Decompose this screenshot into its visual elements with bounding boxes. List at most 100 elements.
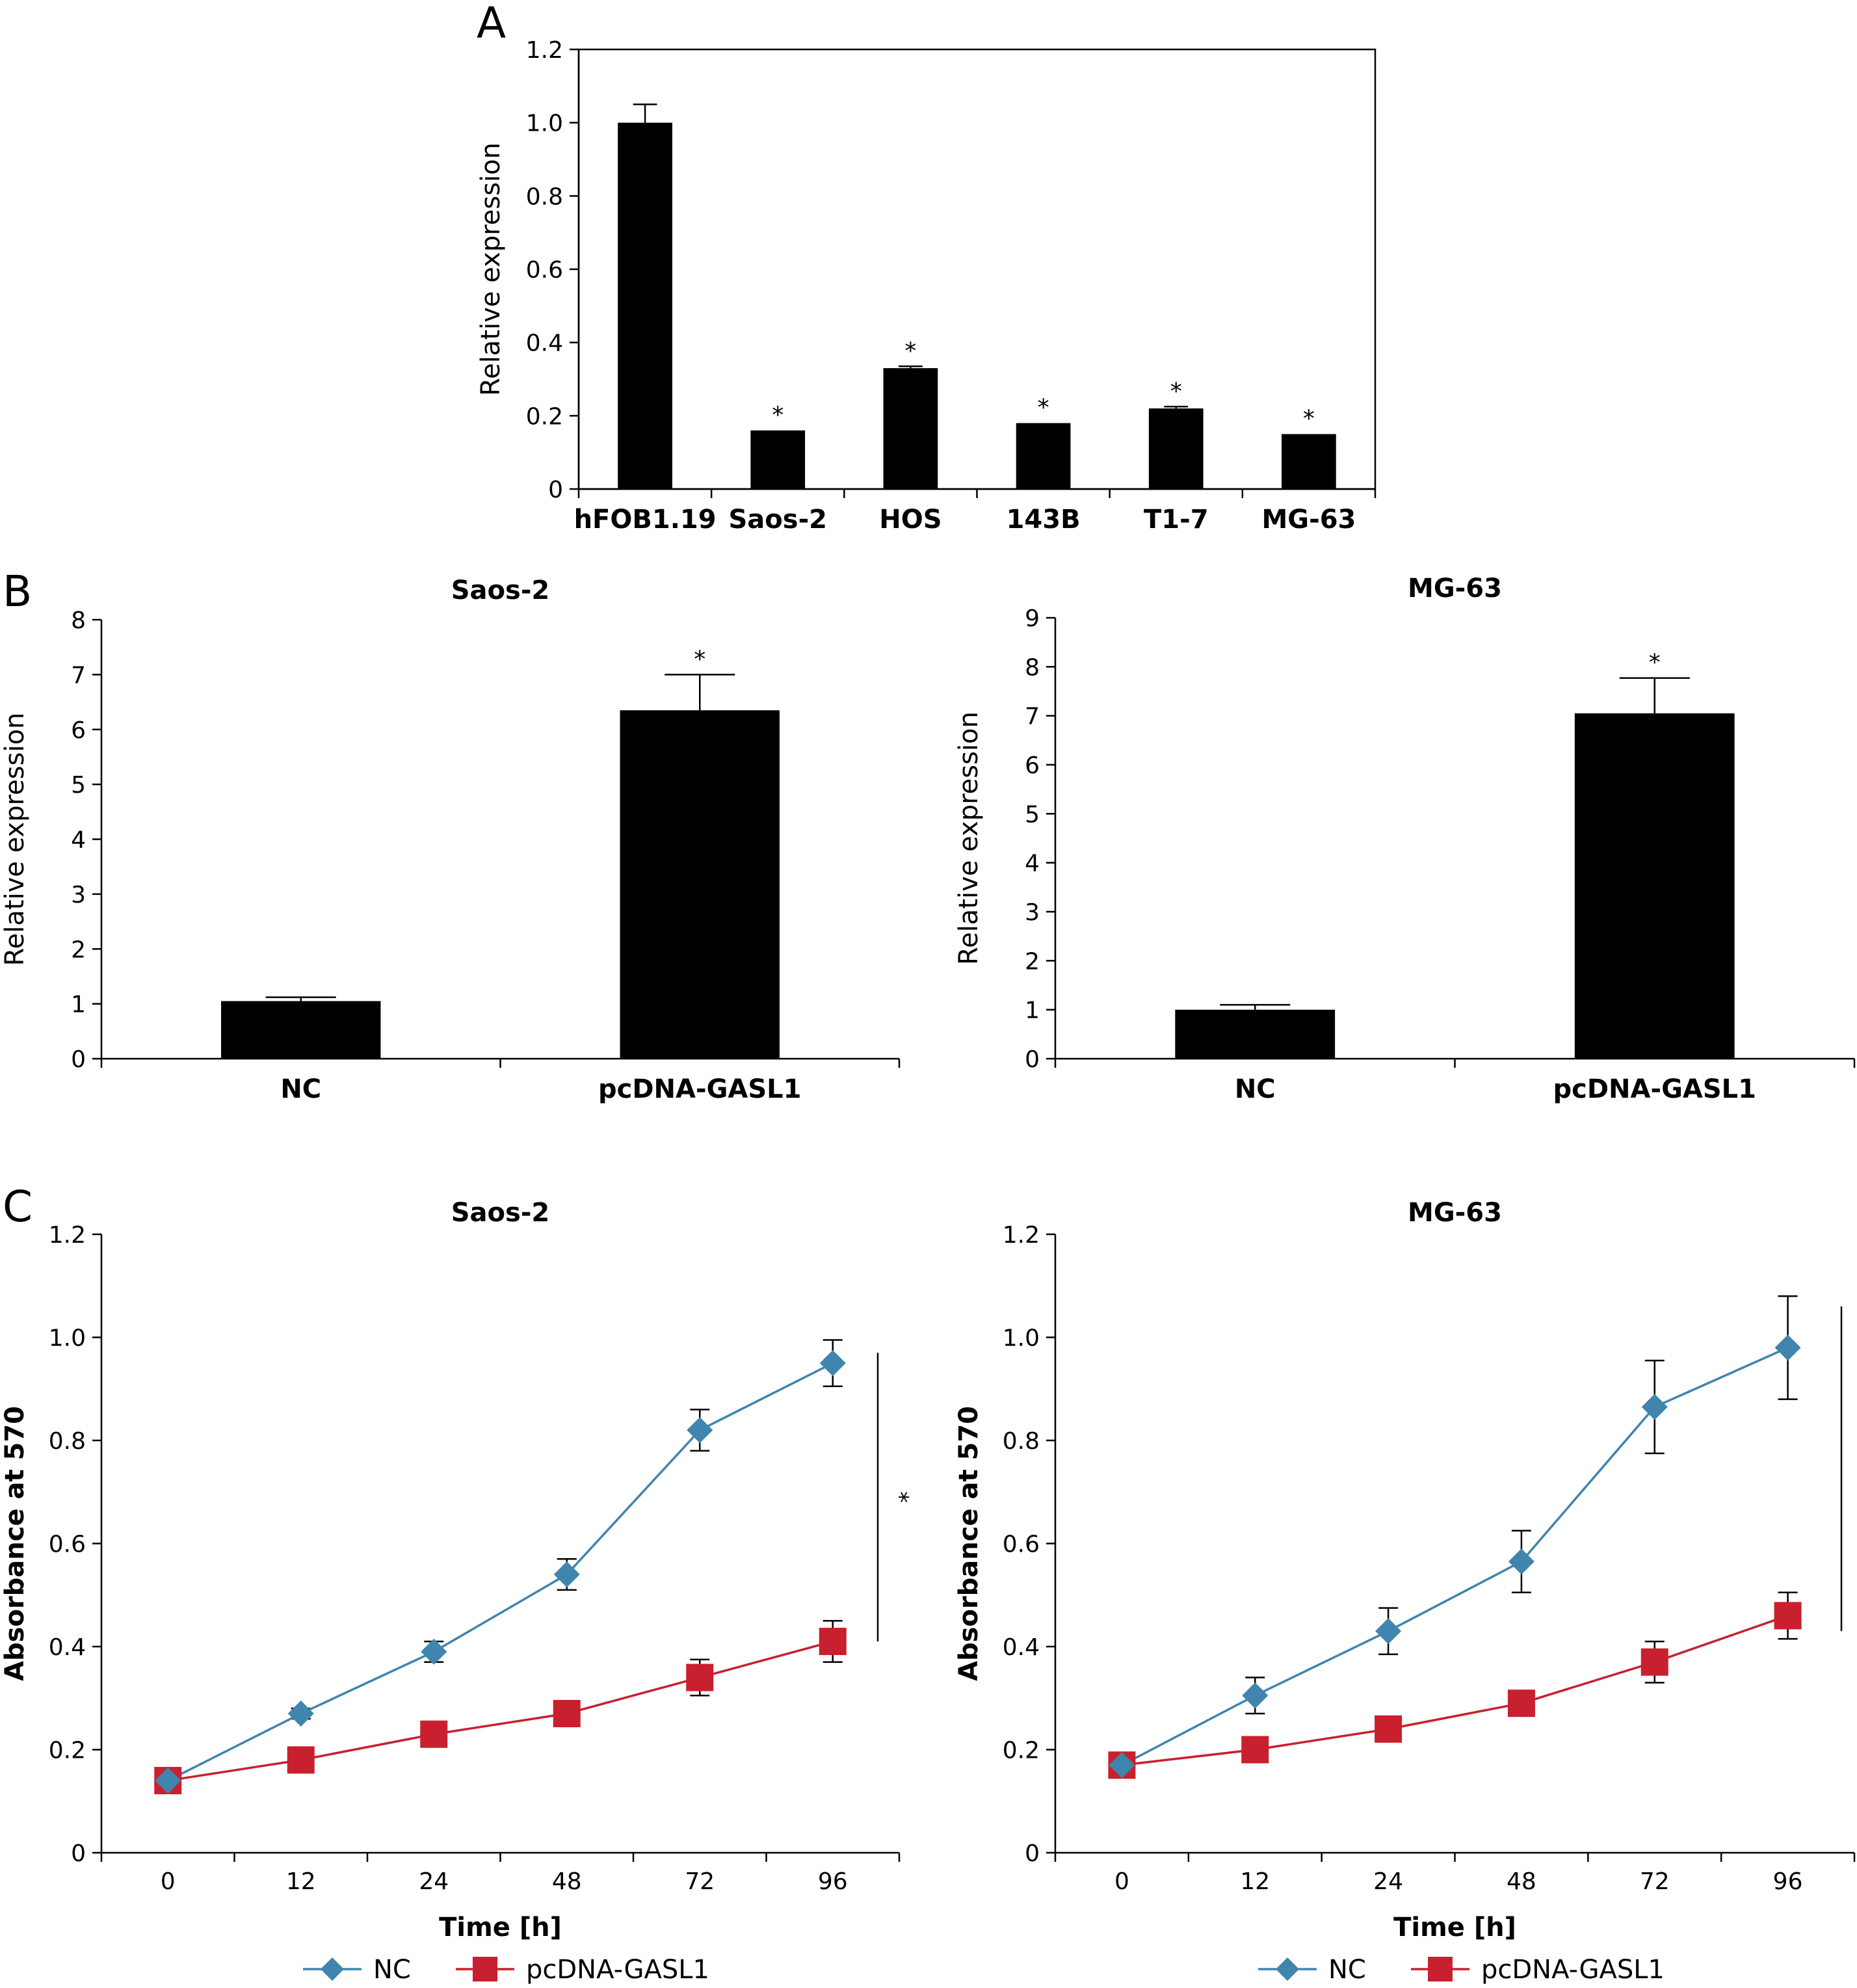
y-axis-title: Absorbance at 570 (954, 1406, 984, 1681)
y-tick-label: 0.2 (49, 1738, 86, 1764)
nc-point (1242, 1682, 1269, 1709)
y-axis-title: Absorbance at 570 (0, 1406, 30, 1681)
category-label: hFOB1.19 (574, 505, 717, 535)
pcdna-point (1774, 1602, 1802, 1630)
bar (620, 710, 780, 1059)
y-tick-label: 0.8 (49, 1428, 86, 1455)
significance-marker: * (1649, 650, 1661, 676)
panel-label-b: B (3, 566, 32, 616)
x-tick-label: 12 (286, 1868, 316, 1895)
x-tick-label: 0 (1114, 1868, 1129, 1895)
nc-point (1375, 1618, 1402, 1645)
y-axis-title: Relative expression (476, 142, 506, 396)
nc-point (1508, 1548, 1534, 1575)
y-tick-label: 0.6 (49, 1531, 86, 1558)
significance-marker: * (1038, 395, 1049, 421)
chart-a-expression-by-cell-line: 0 0.2 0.4 0.6 0.8 1.0 1.2 Relative expression hF… (476, 37, 1376, 535)
y-tick-label: 6 (1025, 752, 1040, 779)
chart-c-saos2-absorbance: Saos-2 0 0.2 0.4 0.6 0.8 1.0 1.2 Absorbance at 5… (0, 1198, 913, 1985)
legend-pcdna-label: pcDNA-GASL1 (526, 1955, 709, 1985)
y-tick-label: 1.0 (526, 111, 563, 137)
y-tick-label: 0.4 (526, 330, 563, 357)
legend-nc-label: NC (1328, 1955, 1366, 1985)
y-tick-label: 4 (71, 827, 86, 854)
legend-nc-label: NC (373, 1955, 411, 1985)
y-tick-label: 0.2 (1003, 1738, 1040, 1764)
significance-marker: * (1850, 1463, 1857, 1475)
y-tick-label: 9 (1025, 605, 1040, 632)
y-tick-label: 1 (71, 992, 86, 1018)
x-tick-label: 72 (685, 1868, 715, 1895)
y-tick-label: 1.2 (1003, 1222, 1040, 1249)
nc-point (1276, 1957, 1299, 1981)
bar (221, 1001, 381, 1059)
pcdna-point (1375, 1715, 1403, 1743)
significance-marker: * (886, 1491, 913, 1503)
y-tick-label: 5 (71, 772, 86, 799)
y-tick-label: 0 (1025, 1840, 1040, 1867)
pcdna-point (553, 1700, 581, 1728)
category-label: MG-63 (1261, 505, 1356, 535)
significance-marker: * (694, 646, 705, 672)
category-label: Saos-2 (728, 505, 827, 535)
y-tick-label: 0.8 (1003, 1428, 1040, 1455)
nc-point (1774, 1334, 1801, 1361)
y-tick-label: 0.4 (1003, 1634, 1040, 1661)
pcdna-point (819, 1628, 847, 1656)
pcdna-point (287, 1746, 315, 1774)
category-label: T1-7 (1144, 505, 1209, 535)
y-tick-label: 0.6 (1003, 1531, 1040, 1558)
chart-c-mg63-absorbance: MG-63 0 0.2 0.4 0.6 0.8 1.0 1.2 Absorbance at 57… (954, 1198, 1857, 1985)
pcdna-series-line (167, 1640, 834, 1782)
bar (618, 122, 672, 489)
y-tick-label: 8 (1025, 654, 1040, 681)
y-tick-label: 1.0 (49, 1325, 86, 1352)
category-label: NC (280, 1074, 321, 1104)
chart-title: MG-63 (1408, 1198, 1502, 1228)
legend-pcdna-marker (473, 1957, 497, 1981)
nc-point (1109, 1752, 1135, 1779)
nc-series-line (167, 1362, 834, 1782)
nc-point (155, 1768, 181, 1794)
nc-point (819, 1350, 846, 1377)
y-tick-label: 0 (548, 477, 563, 503)
nc-series-line (1121, 1346, 1789, 1766)
significance-marker: * (1303, 406, 1315, 432)
chart-title: MG-63 (1408, 574, 1502, 603)
y-tick-label: 8 (71, 607, 86, 634)
y-tick-label: 6 (71, 717, 86, 744)
y-axis-title: Relative expression (954, 711, 984, 965)
y-tick-label: 0.2 (526, 403, 563, 430)
y-tick-label: 1 (1025, 998, 1040, 1024)
y-tick-label: 7 (1025, 704, 1040, 730)
x-tick-label: 24 (419, 1868, 449, 1895)
nc-point (321, 1957, 344, 1981)
nc-point (287, 1701, 314, 1727)
y-tick-label: 2 (71, 936, 86, 963)
y-tick-label: 3 (1025, 899, 1040, 926)
category-label: HOS (879, 505, 942, 535)
pcdna-point (1640, 1648, 1668, 1676)
legend-pcdna-label: pcDNA-GASL1 (1481, 1955, 1665, 1985)
category-label: pcDNA-GASL1 (598, 1074, 802, 1104)
pcdna-point (1241, 1736, 1269, 1764)
panel-label-c: C (3, 1182, 33, 1232)
y-axis-title: Relative expression (0, 713, 30, 966)
x-axis-title: Time [h] (1393, 1913, 1516, 1942)
legend-pcdna-marker (1428, 1957, 1453, 1981)
y-tick-label: 0 (71, 1840, 86, 1867)
bar (883, 368, 938, 489)
bar (1175, 1009, 1336, 1059)
bar (750, 430, 806, 489)
x-tick-label: 0 (161, 1868, 176, 1895)
x-tick-label: 72 (1640, 1868, 1670, 1895)
y-tick-label: 5 (1025, 801, 1040, 828)
pcdna-point (1507, 1690, 1535, 1717)
significance-marker: * (904, 338, 916, 364)
y-tick-label: 0 (71, 1046, 86, 1073)
nc-point (687, 1417, 713, 1444)
y-tick-label: 3 (71, 882, 86, 908)
x-tick-label: 96 (818, 1868, 848, 1895)
chart-title: Saos-2 (451, 576, 550, 605)
x-tick-label: 48 (1507, 1868, 1536, 1895)
